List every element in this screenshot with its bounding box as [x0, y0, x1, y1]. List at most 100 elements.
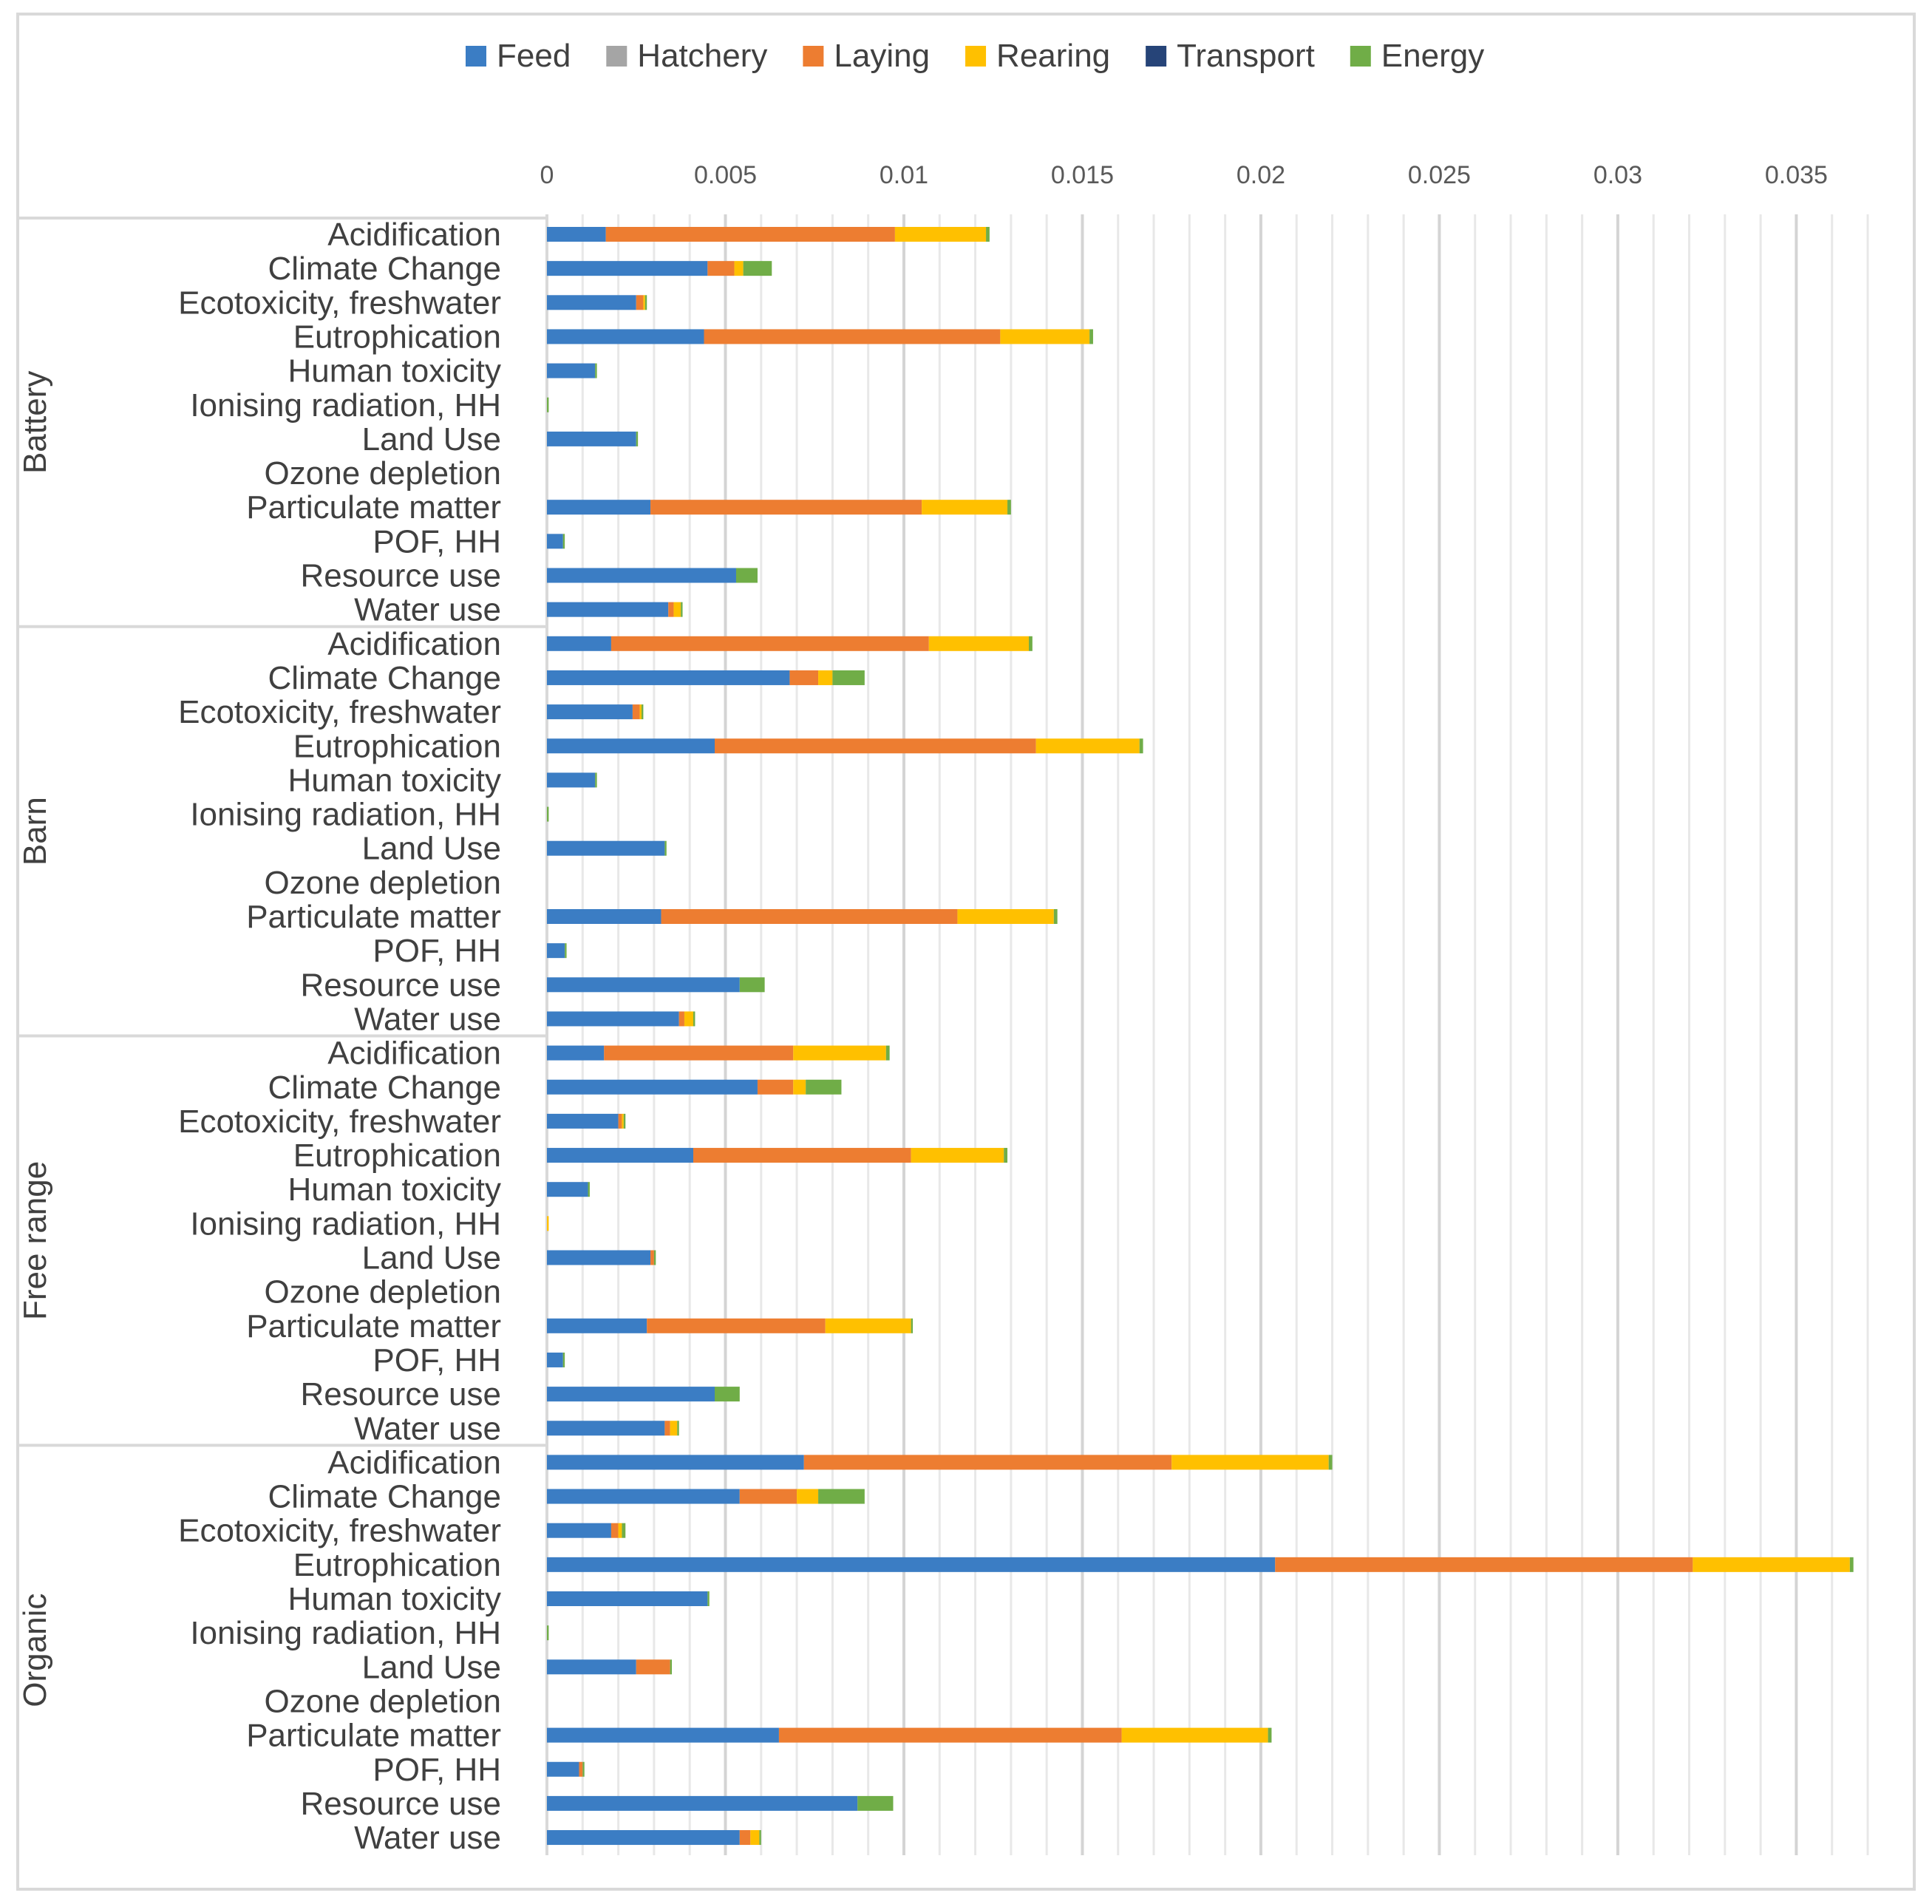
- category-label: Land Use: [362, 1240, 501, 1276]
- bar-segment-feed: [547, 227, 606, 242]
- bar-segment-feed: [547, 840, 665, 856]
- bar-segment-energy: [986, 227, 990, 242]
- bar-segment-energy: [622, 1523, 626, 1538]
- bar-segment-laying: [604, 1045, 794, 1061]
- bar-segment-feed: [547, 363, 596, 378]
- category-label: Eutrophication: [293, 1138, 501, 1174]
- category-label: Water use: [354, 1001, 501, 1037]
- legend-swatch-transport: [1146, 46, 1167, 67]
- legend-label-hatchery: Hatchery: [637, 38, 767, 74]
- category-label: Human toxicity: [288, 1581, 501, 1617]
- x-tick-label: 0.03: [1593, 161, 1642, 189]
- bar-segment-laying: [650, 500, 922, 515]
- bar-segment-laying: [632, 704, 640, 720]
- category-label: Water use: [354, 1820, 501, 1856]
- legend-swatch-energy: [1350, 46, 1371, 67]
- bar-segment-feed: [547, 670, 790, 685]
- legend: Feed Hatchery Laying Rearing Transport Energy: [466, 38, 1484, 74]
- bar-segment-feed: [547, 1182, 588, 1197]
- bar-segment-laying: [1275, 1557, 1693, 1572]
- bar-segment-energy: [1053, 909, 1058, 924]
- bar-segment-energy: [707, 1591, 710, 1606]
- bar-segment-laying: [778, 1727, 1122, 1743]
- group-label: Organic: [17, 1594, 53, 1707]
- bar-segment-energy: [562, 1352, 565, 1367]
- bar-segment-energy: [1029, 636, 1033, 651]
- bar-segment-laying: [661, 909, 958, 924]
- category-label: Ozone depletion: [265, 1274, 501, 1310]
- bar-segment-energy: [1139, 738, 1143, 754]
- bar-segment-energy: [1004, 1148, 1008, 1163]
- bar-segment-rearing: [1035, 738, 1140, 754]
- bars: [547, 227, 1854, 1846]
- bar-segment-feed: [547, 636, 611, 651]
- bar-segment-energy: [681, 602, 683, 617]
- category-label: Human toxicity: [288, 353, 501, 390]
- bar-segment-rearing: [639, 704, 642, 720]
- bar-segment-feed: [547, 295, 636, 310]
- bar-segment-feed: [547, 1727, 779, 1743]
- bar-segment-rearing: [928, 636, 1030, 651]
- bar-segment-feed: [547, 1659, 636, 1675]
- x-tick-label: 0.01: [880, 161, 928, 189]
- bar-segment-feed: [547, 704, 633, 720]
- bar-segment-laying: [707, 261, 735, 276]
- category-label: Particulate matter: [246, 1308, 501, 1344]
- category-label: Ionising radiation, HH: [190, 1615, 501, 1651]
- bar-segment-energy: [743, 261, 772, 276]
- bar-segment-feed: [547, 602, 669, 617]
- legend-swatch-feed: [466, 46, 486, 67]
- category-label: Resource use: [301, 1376, 501, 1412]
- bar-segment-energy: [588, 1182, 590, 1197]
- bar-segment-energy: [806, 1079, 842, 1095]
- x-tick-label: 0.015: [1051, 161, 1114, 189]
- bar-segment-laying: [636, 1659, 670, 1675]
- gridlines: [545, 214, 1869, 1855]
- bar-segment-feed: [547, 1352, 563, 1367]
- bar-segment-feed: [547, 909, 661, 924]
- bar-segment-feed: [547, 1761, 579, 1777]
- category-label: Ozone depletion: [265, 455, 501, 492]
- bar-segment-feed: [547, 568, 736, 583]
- category-label: Climate Change: [268, 251, 502, 287]
- bar-segment-energy: [739, 977, 765, 993]
- bar-segment-rearing: [622, 1113, 624, 1129]
- bar-segment-feed: [547, 1318, 647, 1333]
- bar-segment-energy: [735, 568, 758, 583]
- bar-segment-feed: [547, 1250, 651, 1265]
- group-label: Barn: [17, 797, 53, 866]
- bar-segment-feed: [547, 1591, 708, 1606]
- bar-segment-rearing: [670, 1421, 678, 1436]
- category-label: Resource use: [301, 1786, 501, 1822]
- bar-segment-energy: [857, 1795, 894, 1811]
- bar-segment-rearing: [957, 909, 1054, 924]
- bar-segment-feed: [547, 431, 636, 446]
- bar-segment-feed: [547, 977, 740, 993]
- category-label: Resource use: [301, 558, 501, 594]
- bar-segment-rearing: [734, 261, 744, 276]
- legend-label-transport: Transport: [1177, 38, 1315, 74]
- category-label: Acidification: [327, 1036, 501, 1072]
- x-tick-label: 0.035: [1765, 161, 1828, 189]
- bar-segment-laying: [803, 1455, 1172, 1470]
- bar-segment-feed: [547, 1079, 758, 1095]
- bar-segment-energy: [1849, 1557, 1854, 1572]
- bar-segment-rearing: [825, 1318, 911, 1333]
- bar-segment-energy: [636, 431, 639, 446]
- bar-segment-feed: [547, 329, 704, 344]
- bar-segment-energy: [677, 1421, 679, 1436]
- bar-segment-energy: [670, 1659, 673, 1675]
- category-label: POF, HH: [373, 1342, 501, 1378]
- bar-segment-laying: [739, 1830, 751, 1846]
- group-label: Battery: [17, 371, 53, 474]
- category-label: Climate Change: [268, 1070, 502, 1106]
- category-label: Particulate matter: [246, 899, 501, 935]
- category-label: POF, HH: [373, 523, 501, 560]
- bar-segment-feed: [547, 1557, 1276, 1572]
- bar-segment-feed: [547, 1045, 605, 1061]
- bar-segment-energy: [885, 1045, 890, 1061]
- bar-segment-laying: [789, 670, 819, 685]
- bar-segment-energy: [644, 295, 647, 310]
- x-axis-tick-labels: 0 0.005 0.01 0.015 0.02 0.025 0.03 0.035: [540, 161, 1828, 189]
